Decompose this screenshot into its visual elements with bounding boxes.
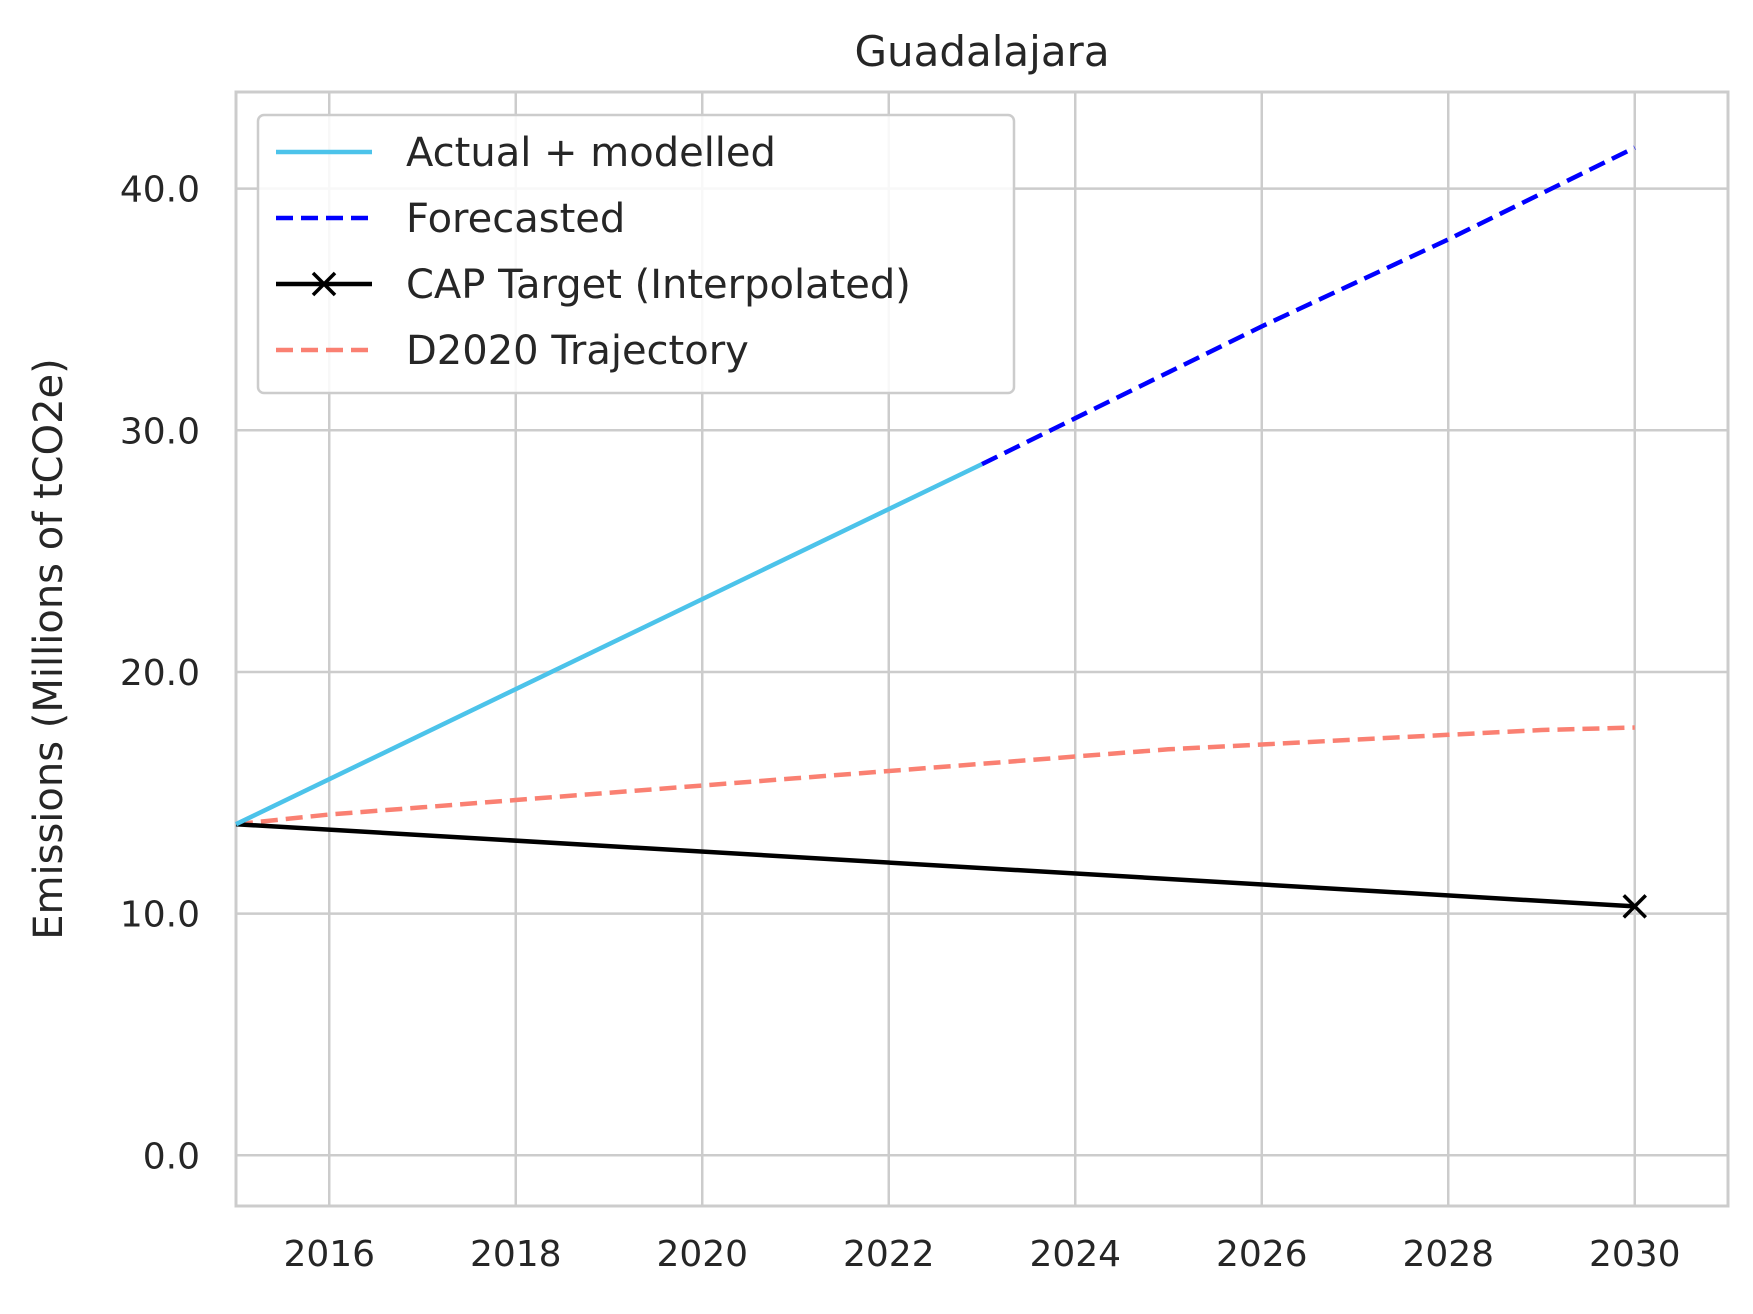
x-tick-label: 2026 bbox=[1216, 1234, 1308, 1275]
x-tick-label: 2018 bbox=[470, 1234, 562, 1275]
legend-label: Actual + modelled bbox=[406, 130, 776, 176]
legend-label: CAP Target (Interpolated) bbox=[406, 262, 911, 308]
y-tick-label: 40.0 bbox=[120, 170, 200, 211]
legend-x-marker bbox=[311, 271, 337, 297]
legend-label: D2020 Trajectory bbox=[406, 328, 749, 374]
chart-title: Guadalajara bbox=[854, 27, 1109, 76]
y-tick-label: 0.0 bbox=[143, 1136, 200, 1177]
x-tick-label: 2024 bbox=[1029, 1234, 1121, 1275]
legend-label: Forecasted bbox=[406, 196, 625, 242]
y-tick-label: 20.0 bbox=[120, 653, 200, 694]
x-tick-label: 2016 bbox=[283, 1234, 375, 1275]
x-marker bbox=[1622, 894, 1647, 919]
legend: Actual + modelled Forecasted CAP Target (I… bbox=[256, 113, 1016, 395]
series-line-d2020-trajectory bbox=[235, 725, 1635, 827]
legend-box bbox=[256, 113, 1016, 395]
x-marker-stroke bbox=[1622, 894, 1647, 919]
tick-labels: 2016 2018 2020 2022 2024 2026 2028 2030 0.0 10.0 2… bbox=[120, 170, 1681, 1275]
y-tick-label: 10.0 bbox=[120, 895, 200, 936]
series-line-forecasted bbox=[981, 145, 1636, 467]
series-line-actual-modelled bbox=[235, 462, 983, 827]
plot-frame bbox=[234, 90, 1730, 1208]
series-layer bbox=[235, 145, 1647, 919]
y-axis-title: Emissions (Millions of tCO2e) bbox=[26, 358, 72, 940]
x-tick-label: 2030 bbox=[1589, 1234, 1681, 1275]
x-tick-label: 2022 bbox=[843, 1234, 935, 1275]
y-tick-label: 30.0 bbox=[120, 411, 200, 452]
x-tick-label: 2028 bbox=[1402, 1234, 1494, 1275]
series-line-cap-target-interpolated bbox=[235, 821, 1635, 909]
x-tick-label: 2020 bbox=[656, 1234, 748, 1275]
